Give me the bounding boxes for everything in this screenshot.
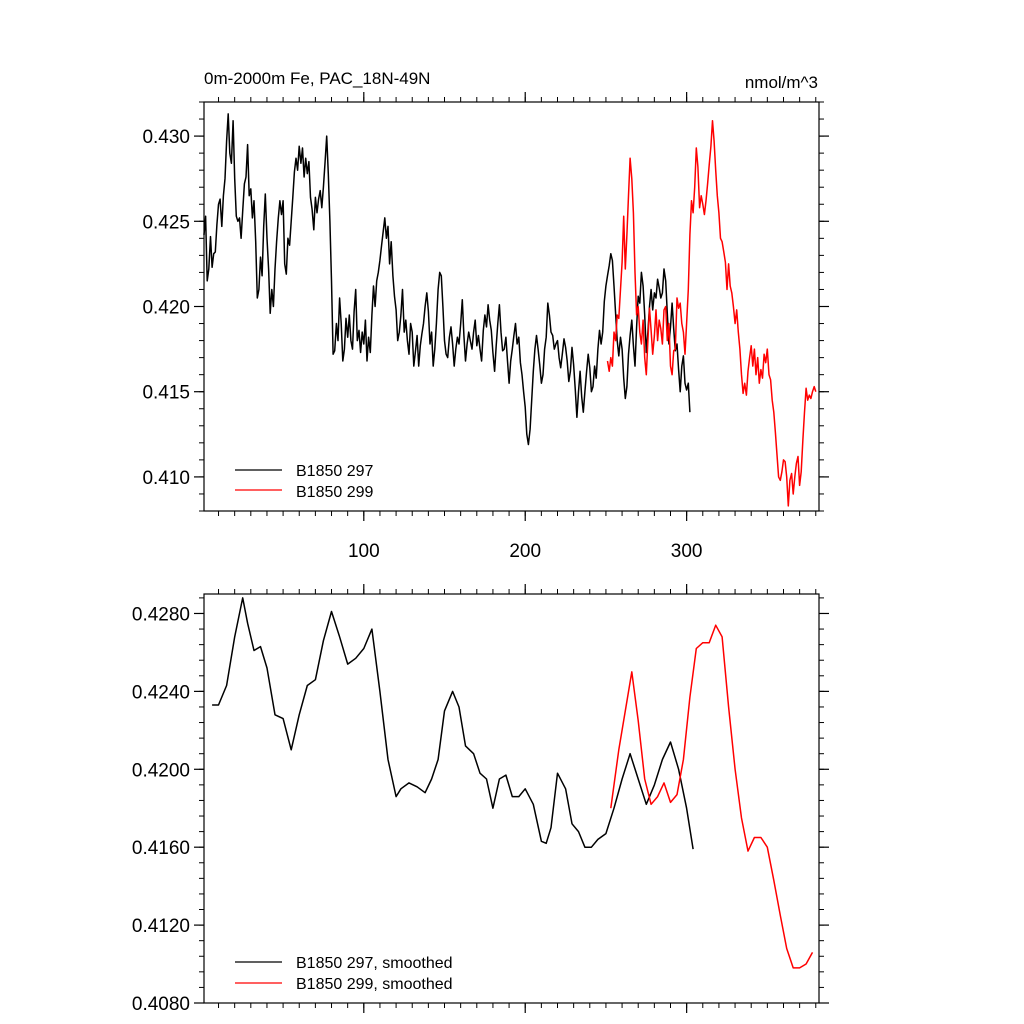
x-tick-label: 200: [509, 541, 541, 562]
top-plot-area: 0.410 0.415 0.420 0.425 0.430 100 200 300: [142, 92, 829, 562]
y-tick-label: 0.420: [142, 298, 190, 319]
y-tick-label: 0.4160: [132, 838, 190, 859]
y-tick-label: 0.4240: [132, 682, 190, 703]
top-legend: B1850 297 B1850 299: [235, 463, 374, 501]
legend-label-series-2: B1850 299: [296, 484, 374, 501]
series-line-1: [203, 113, 691, 446]
y-tick-label: 0.4280: [132, 604, 190, 625]
series-line-1: [212, 597, 694, 850]
bottom-legend: B1850 297, smoothed B1850 299, smoothed: [235, 955, 453, 993]
y-tick-label: 0.4080: [132, 994, 190, 1015]
bottom-plot-area: 0.4080 0.4120 0.4160 0.4200 0.4240 0.4280: [132, 584, 829, 1015]
series-line-2: [610, 624, 814, 969]
y-tick-label: 0.4200: [132, 760, 190, 781]
chart-title: 0m-2000m Fe, PAC_18N-49N: [204, 69, 430, 88]
legend-label-smoothed-2: B1850 299, smoothed: [296, 976, 453, 993]
y-tick-label: 0.430: [142, 127, 190, 148]
x-tick-label: 300: [671, 541, 703, 562]
plot-frame: [203, 593, 820, 1004]
y-tick-label: 0.4120: [132, 916, 190, 937]
legend-label-series-1: B1850 297: [296, 463, 374, 480]
units-label: nmol/m^3: [745, 73, 818, 92]
series-line-2: [606, 119, 817, 507]
bottom-panel: 0.4080 0.4120 0.4160 0.4200 0.4240 0.4280 B18…: [132, 584, 829, 1015]
x-tick-label: 100: [348, 541, 380, 562]
y-tick-label: 0.425: [142, 212, 190, 233]
y-tick-label: 0.410: [142, 468, 190, 489]
legend-label-smoothed-1: B1850 297, smoothed: [296, 955, 453, 972]
top-panel: 0m-2000m Fe, PAC_18N-49N nmol/m^3 0.4100…: [142, 69, 829, 562]
y-tick-label: 0.415: [142, 383, 190, 404]
